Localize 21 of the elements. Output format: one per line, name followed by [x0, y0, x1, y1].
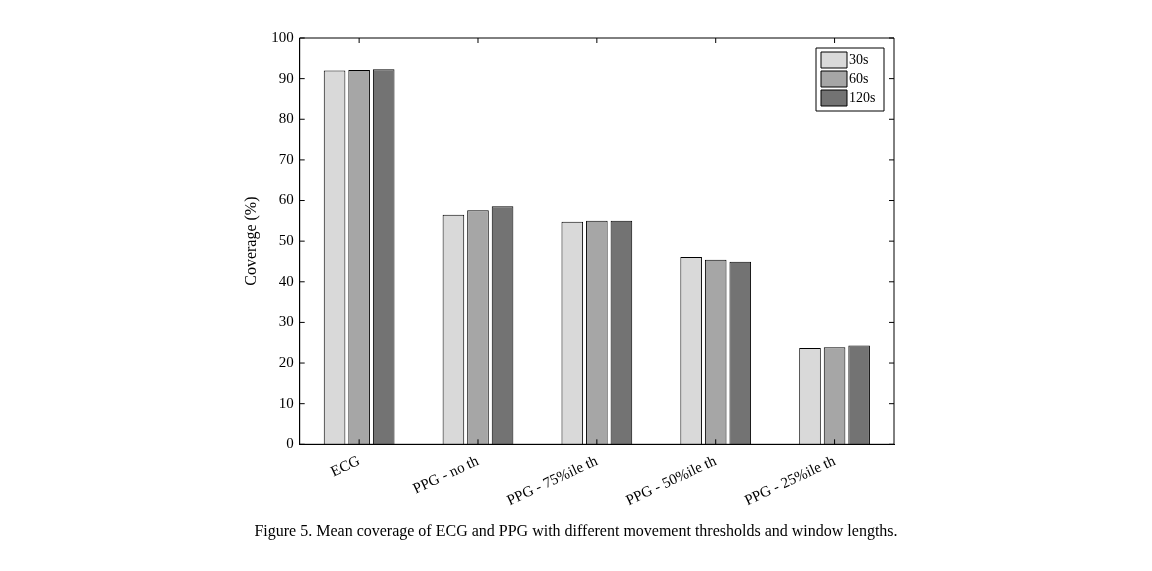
y-tick-label: 10 — [278, 394, 294, 411]
y-tick-label: 100 — [271, 28, 294, 45]
y-axis-title: Coverage (%) — [241, 196, 260, 286]
x-tick-label: PPG - 25%ile th — [741, 452, 838, 509]
y-tick-label: 40 — [278, 272, 294, 289]
y-tick-label: 70 — [278, 150, 294, 167]
y-tick-label: 80 — [278, 110, 294, 127]
y-tick-label: 60 — [278, 191, 294, 208]
x-tick-label: PPG - 75%ile th — [504, 452, 601, 509]
y-tick-label: 20 — [278, 353, 294, 370]
legend-label: 30s — [849, 51, 869, 67]
y-tick-label: 90 — [278, 69, 294, 86]
legend-label: 60s — [849, 70, 869, 86]
y-tick-label: 50 — [278, 232, 294, 249]
y-tick-label: 30 — [278, 313, 294, 330]
legend-label: 120s — [849, 89, 876, 105]
y-tick-label: 0 — [286, 435, 294, 452]
x-tick-label: PPG - no th — [410, 452, 482, 497]
x-tick-label: ECG — [328, 452, 363, 480]
caption: Figure 5. Mean coverage of ECG and PPG with different movement thresholds and window lengths. — [253, 522, 899, 540]
x-tick-label: PPG - 50%ile th — [623, 452, 720, 509]
